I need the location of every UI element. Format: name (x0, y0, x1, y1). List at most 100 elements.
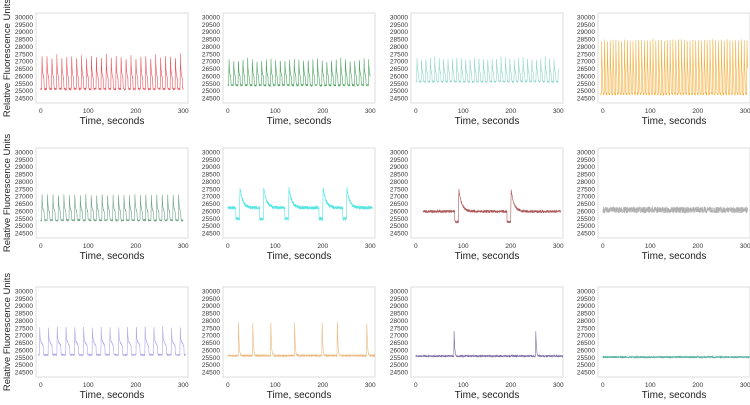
x-tick-label: 200 (130, 382, 141, 389)
y-tick-label: 25000 (202, 223, 220, 230)
y-tick-label: 26000 (15, 208, 33, 215)
x-tick-label: 200 (692, 382, 703, 389)
x-tick-label: 0 (414, 382, 418, 389)
x-tick-label: 0 (414, 108, 418, 115)
x-tick-label: 300 (365, 243, 376, 250)
y-tick-label: 26500 (15, 66, 33, 73)
y-tick-label: 30000 (202, 288, 220, 295)
y-tick-label: 28500 (202, 37, 220, 44)
y-tick-label: 28000 (15, 318, 33, 325)
y-tick-label: 29000 (202, 303, 220, 310)
y-tick-label: 25500 (390, 355, 408, 362)
y-tick-label: 27000 (390, 333, 408, 340)
y-tick-label: 26000 (202, 73, 220, 80)
x-tick-label: 300 (740, 382, 750, 389)
y-tick-label: 29500 (390, 296, 408, 303)
x-tick-label: 200 (317, 108, 328, 115)
y-tick-label: 30000 (202, 149, 220, 156)
y-tick-label: 30000 (15, 288, 33, 295)
y-tick-label: 25000 (577, 362, 595, 369)
y-tick-label: 29000 (202, 164, 220, 171)
y-tick-label: 28500 (202, 172, 220, 179)
y-tick-label: 27500 (390, 186, 408, 193)
y-tick-label: 27000 (15, 194, 33, 201)
y-tick-label: 27500 (202, 325, 220, 332)
y-tick-label: 28000 (202, 318, 220, 325)
y-tick-label: 24500 (390, 96, 408, 103)
y-tick-label: 26000 (15, 73, 33, 80)
x-tick-label: 300 (740, 108, 750, 115)
x-tick-label: 200 (130, 108, 141, 115)
y-tick-label: 28000 (15, 44, 33, 51)
x-tick-label: 100 (458, 382, 469, 389)
y-tick-label: 24500 (390, 370, 408, 377)
x-tick-label: 100 (270, 382, 281, 389)
y-tick-label: 26500 (390, 340, 408, 347)
y-tick-label: 24500 (202, 370, 220, 377)
y-tick-label: 28500 (390, 172, 408, 179)
y-tick-label: 25000 (15, 88, 33, 95)
series-line (227, 321, 376, 358)
y-tick-label: 29500 (202, 157, 220, 164)
y-tick-label: 28000 (577, 318, 595, 325)
x-tick-label: 100 (458, 108, 469, 115)
y-tick-label: 25500 (390, 216, 408, 223)
y-tick-label: 27500 (15, 186, 33, 193)
y-tick-label: 27000 (202, 333, 220, 340)
x-tick-label: 0 (414, 243, 418, 250)
y-tick-label: 26500 (577, 201, 595, 208)
series-line (602, 205, 748, 215)
panel-9: 2450025000255002600026500270002750028000… (2, 273, 189, 401)
series-line (600, 38, 748, 97)
y-tick-label: 28000 (390, 318, 408, 325)
x-tick-label: 200 (317, 382, 328, 389)
y-tick-label: 25500 (577, 81, 595, 88)
panel-4: 2450025000255002600026500270002750028000… (577, 12, 750, 127)
x-axis-label: Time, seconds (642, 390, 707, 401)
y-tick-label: 28500 (577, 311, 595, 318)
y-tick-label: 25000 (577, 223, 595, 230)
x-axis-label: Time, seconds (455, 390, 520, 401)
x-tick-label: 200 (692, 108, 703, 115)
y-tick-label: 29500 (390, 22, 408, 29)
x-tick-label: 0 (601, 108, 605, 115)
y-tick-label: 29500 (15, 157, 33, 164)
x-tick-label: 300 (178, 243, 189, 250)
x-tick-label: 300 (553, 243, 564, 250)
y-tick-label: 29500 (390, 157, 408, 164)
y-tick-label: 27500 (577, 325, 595, 332)
y-tick-label: 29000 (577, 29, 595, 36)
y-tick-label: 28500 (390, 311, 408, 318)
series-line (422, 188, 561, 224)
y-tick-label: 30000 (390, 149, 408, 156)
y-tick-label: 27500 (202, 186, 220, 193)
y-tick-label: 26000 (202, 347, 220, 354)
y-tick-label: 25000 (390, 223, 408, 230)
x-axis-label: Time, seconds (267, 251, 332, 262)
y-tick-label: 26500 (390, 201, 408, 208)
x-tick-label: 100 (270, 243, 281, 250)
panel-11: 2450025000255002600026500270002750028000… (390, 286, 564, 401)
y-tick-label: 27000 (577, 59, 595, 66)
y-tick-label: 30000 (577, 149, 595, 156)
y-tick-label: 26500 (202, 66, 220, 73)
y-axis-label: Relative Fluorescence Units (2, 273, 13, 392)
y-tick-label: 27000 (202, 194, 220, 201)
panel-1: 2450025000255002600026500270002750028000… (2, 0, 189, 127)
y-tick-label: 27000 (577, 333, 595, 340)
y-tick-label: 30000 (577, 14, 595, 21)
series-line (602, 355, 750, 360)
y-tick-label: 29500 (577, 157, 595, 164)
plot-frame (222, 12, 376, 104)
y-tick-label: 26000 (390, 208, 408, 215)
plot-frame (35, 286, 189, 378)
y-tick-label: 29500 (202, 296, 220, 303)
y-tick-label: 26500 (390, 66, 408, 73)
y-tick-label: 25500 (390, 81, 408, 88)
x-tick-label: 100 (645, 108, 656, 115)
y-tick-label: 27500 (15, 325, 33, 332)
y-tick-label: 28000 (390, 44, 408, 51)
x-tick-label: 100 (83, 108, 94, 115)
y-tick-label: 24500 (15, 231, 33, 238)
y-tick-label: 28500 (15, 311, 33, 318)
